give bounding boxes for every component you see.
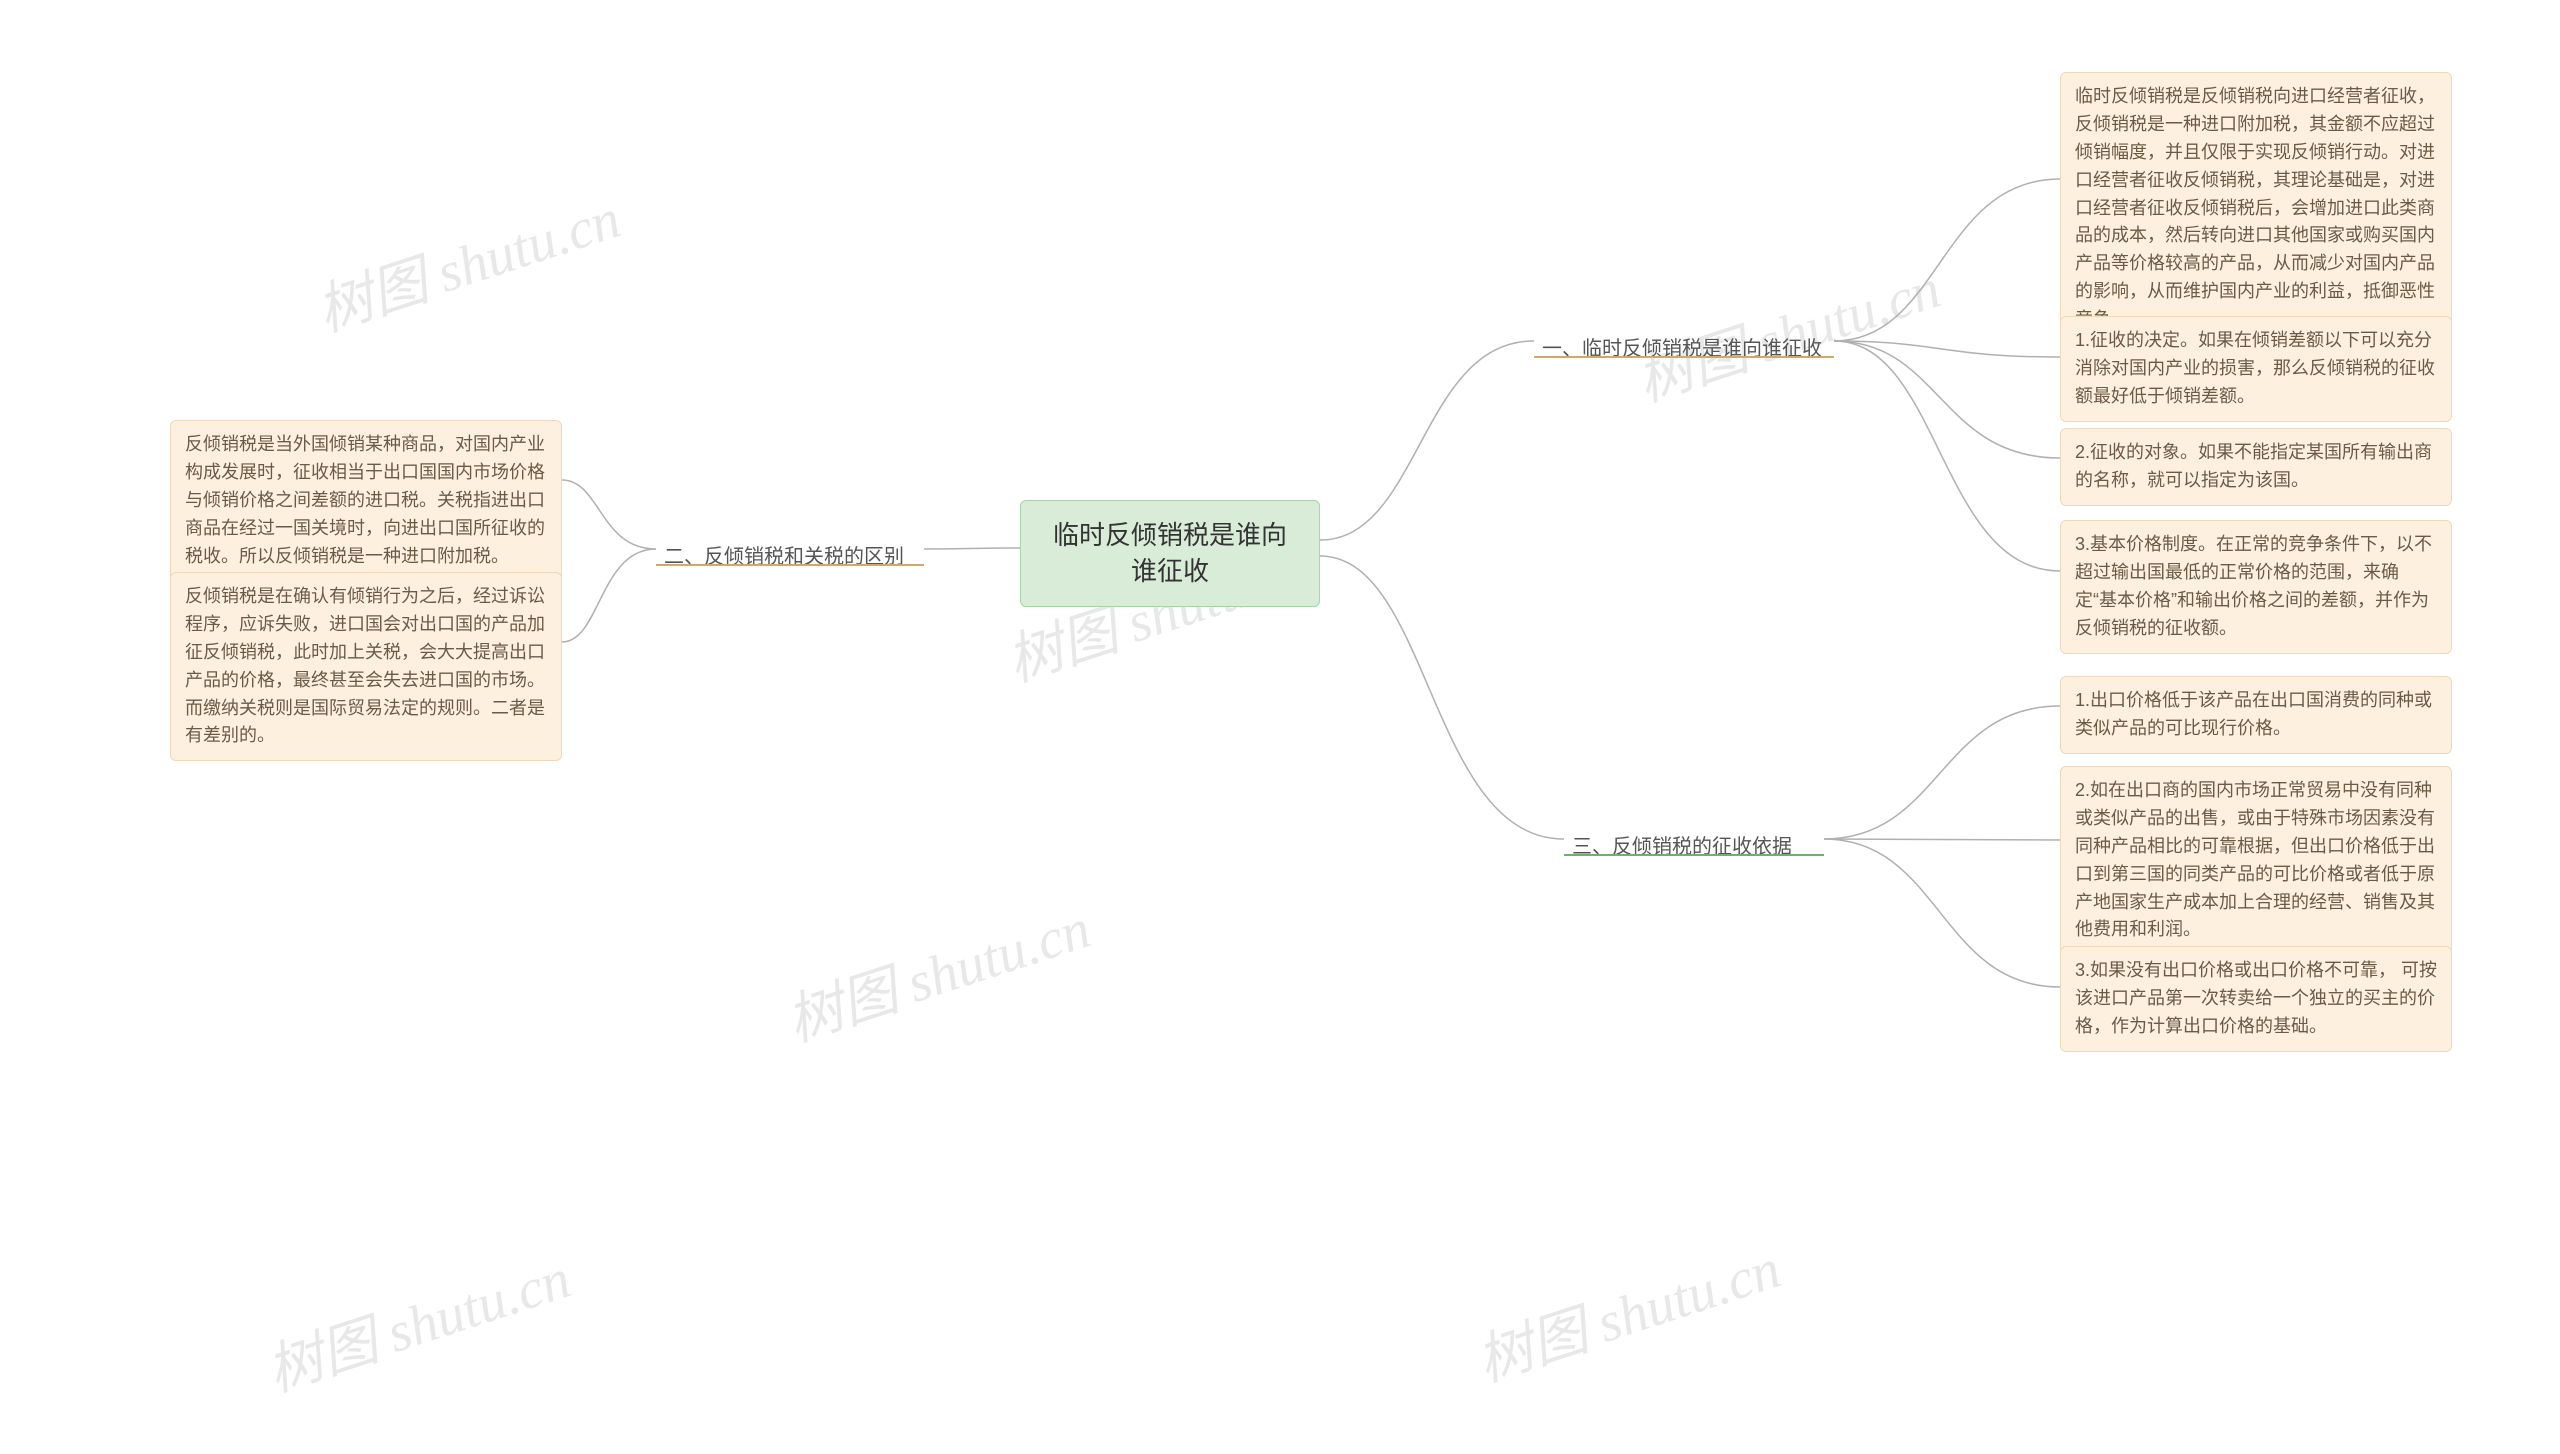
leaf-b2-2[interactable]: 反倾销税是在确认有倾销行为之后，经过诉讼程序，应诉失败，进口国会对出口国的产品加… (170, 572, 562, 761)
leaf-b1-1[interactable]: 临时反倾销税是反倾销税向进口经营者征收，反倾销税是一种进口附加税，其金额不应超过… (2060, 72, 2452, 345)
watermark: 树图 shutu.cn (775, 883, 1099, 1057)
leaf-b2-1[interactable]: 反倾销税是当外国倾销某种商品，对国内产业构成发展时，征收相当于出口国国内市场价格… (170, 420, 562, 581)
watermark: 树图 shutu.cn (305, 173, 629, 347)
leaf-b3-2[interactable]: 2.如在出口商的国内市场正常贸易中没有同种或类似产品的出售，或由于特殊市场因素没… (2060, 766, 2452, 955)
leaf-b3-1-text: 1.出口价格低于该产品在出口国消费的同种或类似产品的可比现行价格。 (2075, 690, 2432, 738)
leaf-b2-2-text: 反倾销税是在确认有倾销行为之后，经过诉讼程序，应诉失败，进口国会对出口国的产品加… (185, 586, 545, 745)
leaf-b1-2[interactable]: 1.征收的决定。如果在倾销差额以下可以充分消除对国内产业的损害，那么反倾销税的征… (2060, 316, 2452, 422)
branch-1-underline (1534, 356, 1834, 358)
branch-3[interactable]: 三、反倾销税的征收依据 (1564, 824, 1800, 865)
leaf-b3-2-text: 2.如在出口商的国内市场正常贸易中没有同种或类似产品的出售，或由于特殊市场因素没… (2075, 780, 2435, 939)
leaf-b3-1[interactable]: 1.出口价格低于该产品在出口国消费的同种或类似产品的可比现行价格。 (2060, 676, 2452, 754)
branch-3-underline (1564, 854, 1824, 856)
branch-1[interactable]: 一、临时反倾销税是谁向谁征收 (1534, 326, 1830, 367)
root-node[interactable]: 临时反倾销税是谁向谁征收 (1020, 500, 1320, 607)
leaf-b3-3-text: 3.如果没有出口价格或出口价格不可靠， 可按该进口产品第一次转卖给一个独立的买主… (2075, 960, 2437, 1036)
root-label: 临时反倾销税是谁向谁征收 (1053, 520, 1287, 586)
leaf-b1-4-text: 3.基本价格制度。在正常的竞争条件下，以不超过输出国最低的正常价格的范围，来确定… (2075, 534, 2432, 638)
leaf-b1-4[interactable]: 3.基本价格制度。在正常的竞争条件下，以不超过输出国最低的正常价格的范围，来确定… (2060, 520, 2452, 654)
leaf-b1-1-text: 临时反倾销税是反倾销税向进口经营者征收，反倾销税是一种进口附加税，其金额不应超过… (2075, 86, 2435, 329)
leaf-b2-1-text: 反倾销税是当外国倾销某种商品，对国内产业构成发展时，征收相当于出口国国内市场价格… (185, 434, 545, 566)
leaf-b1-3-text: 2.征收的对象。如果不能指定某国所有输出商的名称，就可以指定为该国。 (2075, 442, 2432, 490)
branch-2-underline (656, 564, 924, 566)
watermark: 树图 shutu.cn (1465, 1223, 1789, 1397)
leaf-b1-2-text: 1.征收的决定。如果在倾销差额以下可以充分消除对国内产业的损害，那么反倾销税的征… (2075, 330, 2435, 406)
watermark: 树图 shutu.cn (255, 1233, 579, 1407)
leaf-b3-3[interactable]: 3.如果没有出口价格或出口价格不可靠， 可按该进口产品第一次转卖给一个独立的买主… (2060, 946, 2452, 1052)
branch-2[interactable]: 二、反倾销税和关税的区别 (656, 534, 912, 575)
leaf-b1-3[interactable]: 2.征收的对象。如果不能指定某国所有输出商的名称，就可以指定为该国。 (2060, 428, 2452, 506)
